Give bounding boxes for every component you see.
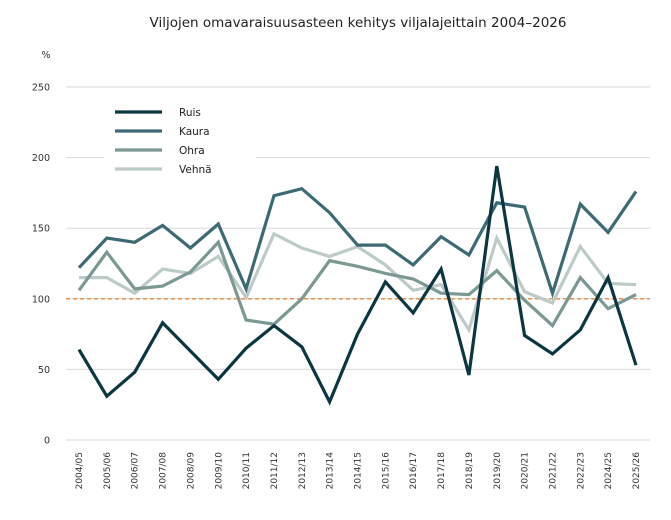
y-tick-label-0: 0 — [44, 436, 50, 447]
legend-label-ohra: Ohra — [179, 145, 205, 157]
x-tick-label-2017-18: 2017/18 — [437, 452, 447, 490]
x-tick-label-2007-08: 2007/08 — [159, 452, 169, 490]
x-tick-label-2018-19: 2018/19 — [465, 452, 475, 490]
x-tick-label-2022-23: 2022/23 — [576, 452, 586, 489]
x-tick-label-2016-17: 2016/17 — [409, 452, 419, 489]
x-tick-label-2010-11: 2010/11 — [242, 452, 252, 489]
series-line-vehnä — [79, 231, 637, 334]
y-tick-label-250: 250 — [32, 83, 50, 94]
y-tick-label-200: 200 — [32, 153, 50, 164]
x-tick-label-2006-07: 2006/07 — [131, 452, 141, 489]
legend-label-kaura: Kaura — [179, 126, 210, 138]
x-tick-label-2013-14: 2013/14 — [326, 452, 336, 490]
x-tick-label-2005-06: 2005/06 — [103, 452, 113, 490]
chart-title: Viljojen omavaraisuusasteen kehitys vilj… — [150, 15, 567, 31]
series-layer — [77, 165, 638, 406]
y-tick-label-50: 50 — [38, 365, 50, 376]
x-tick-label-2015-16: 2015/16 — [381, 452, 391, 490]
x-tick-label-2008-09: 2008/09 — [186, 452, 196, 490]
x-tick-label-2019-20: 2019/20 — [493, 452, 503, 490]
x-tick-label-2020-21: 2020/21 — [521, 452, 531, 489]
y-tick-layer: 0 50 100 150 200 250 — [32, 83, 50, 447]
x-tick-label-2014-15: 2014/15 — [354, 452, 364, 489]
legend-label-vehnä: Vehnä — [179, 164, 212, 176]
x-tick-label-2024-25: 2024/25 — [604, 452, 614, 489]
series-line-kaura — [77, 186, 638, 299]
x-tick-label-2009-10: 2009/10 — [214, 452, 224, 490]
x-tick-label-2011-12: 2011/12 — [270, 452, 280, 489]
y-axis-unit-label: % — [41, 50, 50, 61]
y-tick-label-150: 150 — [32, 224, 50, 235]
series-line-ohra — [77, 239, 637, 329]
series-line-ruis — [77, 165, 638, 406]
legend-label-ruis: Ruis — [179, 107, 201, 119]
x-tick-label-2012-13: 2012/13 — [298, 452, 308, 489]
x-tick-label-2025-26: 2025/26 — [632, 452, 642, 490]
x-tick-label-2021-22: 2021/22 — [548, 452, 558, 489]
y-tick-label-100: 100 — [32, 294, 50, 305]
x-tick-layer: 2004/05 2005/06 2006/07 2007/08 2008/09 2009/… — [75, 452, 642, 490]
legend: Ruis Kaura Ohra Vehnä — [104, 98, 256, 182]
x-tick-label-2004-05: 2004/05 — [75, 452, 85, 489]
